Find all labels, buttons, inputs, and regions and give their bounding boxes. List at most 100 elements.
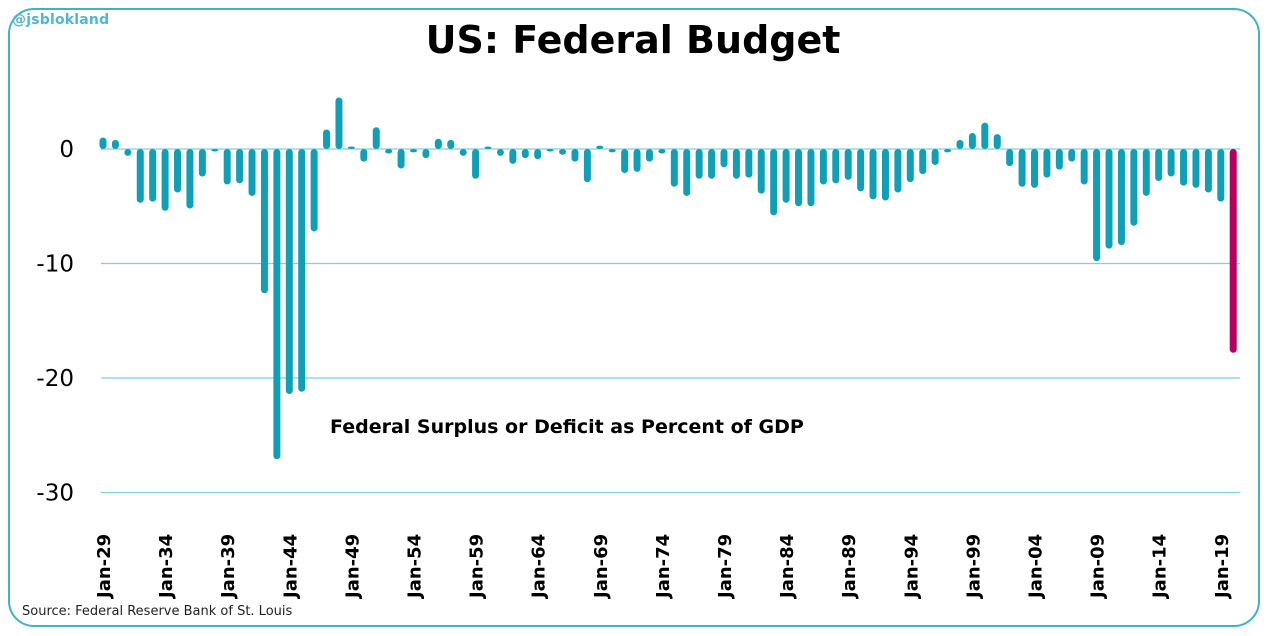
y-tick-label: -30 (36, 481, 74, 507)
bar (857, 149, 865, 192)
bar (211, 149, 219, 152)
x-tick-label: Jan-19 (1212, 534, 1233, 600)
bar (1155, 149, 1163, 182)
y-tick-label: -10 (36, 252, 74, 278)
bar (1130, 149, 1138, 226)
bar (670, 149, 678, 187)
bar (807, 149, 815, 207)
bar (1031, 149, 1038, 188)
bar (583, 149, 591, 183)
bar (422, 149, 430, 159)
bar (844, 149, 852, 180)
bar (919, 149, 927, 175)
x-tick-label: Jan-84 (777, 534, 798, 600)
bar (770, 149, 778, 216)
bar (1167, 149, 1175, 177)
bar (571, 149, 579, 162)
bar (1180, 149, 1188, 186)
bar (1105, 149, 1113, 249)
bar (472, 149, 480, 179)
bar (236, 149, 244, 184)
bar (745, 149, 753, 178)
bar (1055, 149, 1063, 170)
bar (186, 149, 194, 209)
bar (310, 149, 318, 232)
bar (881, 149, 889, 201)
x-tick-label: Jan-14 (1150, 534, 1171, 600)
bar (832, 149, 840, 184)
chart-frame (8, 8, 1260, 627)
bar (1006, 149, 1014, 167)
bar (1217, 149, 1225, 202)
bar (546, 149, 554, 152)
bars (99, 97, 1237, 460)
bar (1192, 149, 1200, 188)
bar (645, 149, 653, 162)
bar (323, 129, 331, 149)
bar (732, 149, 740, 179)
bar (956, 139, 964, 149)
bar (993, 134, 1001, 149)
bar (174, 149, 182, 193)
bar (496, 149, 504, 156)
chart-title: US: Federal Budget (425, 18, 841, 62)
y-tick-label: -20 (36, 366, 74, 392)
x-tick-label: Jan-04 (1026, 534, 1047, 600)
bar (559, 149, 567, 155)
bar (782, 149, 790, 203)
bar (534, 149, 542, 160)
gridlines (101, 148, 1240, 494)
bar (621, 149, 629, 174)
chart-annotation: Federal Surplus or Deficit as Percent of… (330, 416, 804, 438)
author-handle: @jsblokland (12, 12, 110, 28)
bar (633, 149, 641, 172)
bar (111, 139, 119, 149)
bar (869, 149, 877, 200)
bar (385, 149, 393, 154)
bar (99, 137, 107, 149)
bar (757, 149, 765, 194)
bar (509, 149, 517, 164)
bar (708, 149, 716, 179)
bar (944, 149, 952, 153)
bar (1080, 149, 1088, 185)
x-axis-ticks: Jan-29 Jan-34 Jan-39 Jan-44 Jan-49 Jan-54 Jan-… (94, 534, 1233, 600)
bar (1068, 149, 1076, 162)
bar (1043, 149, 1051, 178)
bar (360, 149, 368, 162)
x-tick-label: Jan-89 (839, 534, 860, 600)
x-tick-label: Jan-39 (218, 534, 239, 600)
bar (1117, 149, 1125, 246)
bar (608, 149, 616, 153)
bar (298, 149, 306, 392)
bar (434, 138, 442, 149)
bar (124, 149, 132, 156)
bar (397, 149, 405, 169)
x-tick-label: Jan-34 (156, 534, 177, 600)
x-tick-label: Jan-59 (467, 534, 488, 600)
bar (372, 127, 380, 149)
bar (1093, 149, 1101, 262)
bar (161, 149, 169, 211)
bar (658, 149, 666, 154)
bar (223, 149, 231, 185)
bar (683, 149, 691, 196)
bar (248, 149, 256, 196)
bar (136, 149, 144, 203)
bar (198, 149, 206, 177)
bar (894, 149, 902, 193)
bar (1204, 149, 1212, 193)
bar (335, 97, 343, 149)
bar (795, 149, 803, 207)
bar (906, 149, 914, 183)
x-tick-label: Jan-64 (529, 534, 550, 600)
x-tick-label: Jan-94 (901, 534, 922, 600)
bar-highlight (1229, 149, 1237, 353)
bar (981, 122, 989, 149)
x-tick-label: Jan-49 (342, 534, 363, 600)
bar (459, 149, 467, 156)
x-tick-label: Jan-99 (963, 534, 984, 600)
bar (484, 146, 492, 149)
bar (273, 149, 281, 460)
